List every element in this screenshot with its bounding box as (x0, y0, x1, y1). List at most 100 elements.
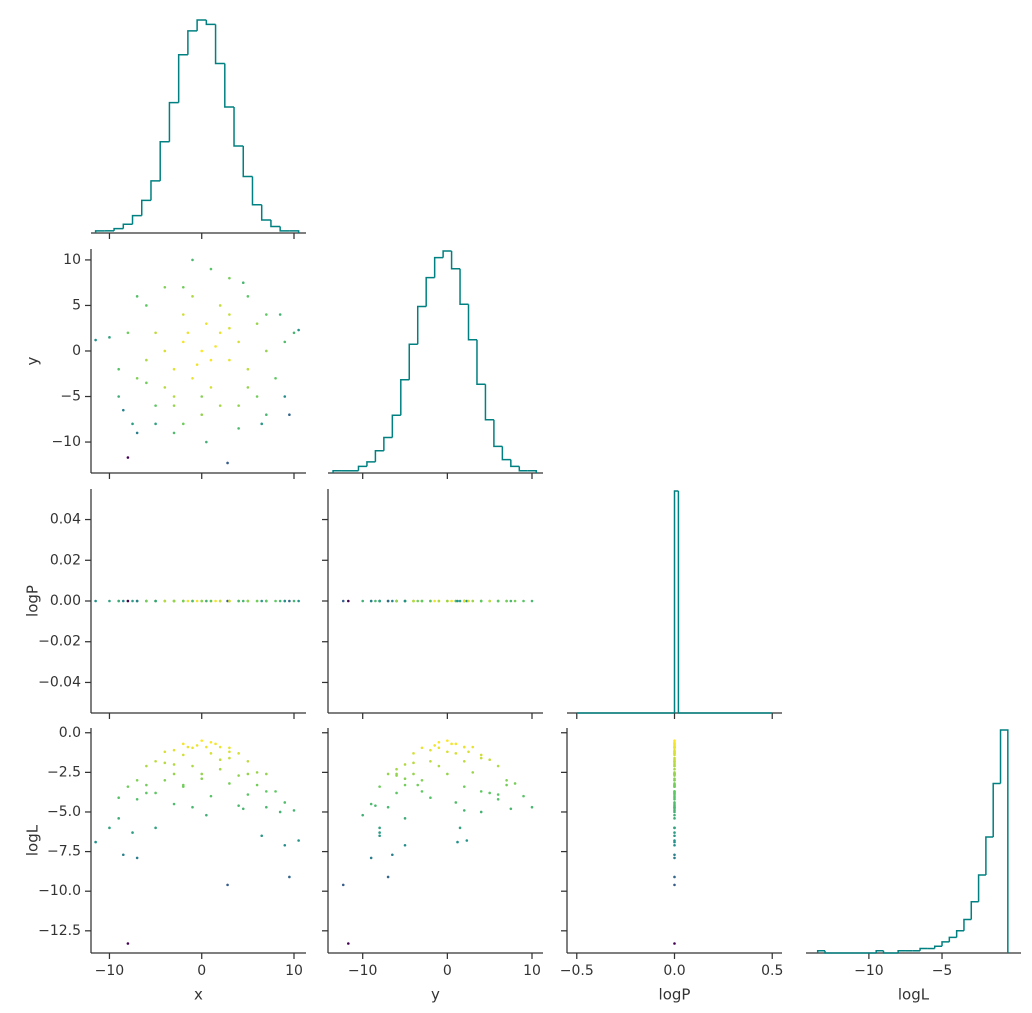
scatter-point (673, 810, 676, 814)
scatter-point (386, 875, 390, 879)
histogram-step (527, 470, 537, 473)
scatter-point (209, 267, 213, 271)
scatter-point (420, 778, 424, 782)
histogram-step (224, 63, 235, 108)
histogram-step (289, 230, 300, 233)
scatter-point (488, 758, 491, 761)
histogram-step (673, 490, 679, 713)
scatter-point (237, 804, 240, 807)
scatter-point (154, 599, 157, 603)
scatter-point (145, 783, 148, 787)
histogram-step (205, 20, 216, 26)
scatter-point (456, 840, 459, 844)
scatter-point (181, 285, 185, 289)
histogram-step (260, 204, 271, 221)
scatter-point (117, 817, 120, 820)
scatter-point (209, 358, 213, 362)
scatter-point (145, 304, 148, 307)
scatter-point (437, 740, 441, 744)
scatter-point (209, 740, 213, 744)
scatter-point (479, 753, 483, 757)
scatter-point (530, 599, 534, 603)
scatter-point (186, 599, 190, 603)
scatter-point (496, 793, 500, 796)
scatter-point (126, 331, 130, 335)
scatter-point (505, 599, 508, 603)
scatter-point (209, 752, 213, 755)
scatter-point (369, 599, 373, 603)
histogram-step (332, 470, 342, 473)
scatter-point (378, 599, 381, 603)
scatter-point (195, 744, 199, 747)
x-axis-label: logP (659, 986, 691, 1004)
x-tick-label: 0 (197, 963, 206, 979)
scatter-point (117, 599, 120, 603)
scatter-point (471, 599, 475, 603)
scatter-point (283, 395, 287, 398)
x-tick-label: −10 (348, 963, 378, 979)
scatter-point (467, 750, 470, 754)
scatter-point (297, 839, 300, 842)
histogram-step (970, 900, 979, 920)
scatter-point (163, 349, 167, 353)
y-tick-label: 0.00 (50, 593, 81, 609)
scatter-point (218, 767, 222, 771)
scatter-point (191, 764, 194, 768)
scatter-point (228, 599, 231, 603)
scatter-point (237, 774, 240, 777)
histogram-step (484, 384, 494, 421)
scatter-point (403, 817, 407, 820)
scatter-point (297, 328, 300, 332)
scatter-point (181, 753, 185, 757)
scatter-point (278, 810, 282, 814)
scatter-point (420, 746, 424, 750)
y-tick-label: −0.04 (38, 674, 81, 690)
scatter-point (154, 791, 157, 795)
scatter-point (429, 599, 432, 603)
scatter-point (479, 790, 483, 793)
scatter-point (347, 599, 350, 603)
x-tick-label: 10 (285, 963, 303, 979)
scatter-point (226, 599, 229, 603)
histogram-step (408, 343, 418, 380)
scatter-point (135, 798, 139, 801)
y-tick-label: 0.02 (50, 552, 81, 568)
scatter-point (458, 826, 462, 830)
scatter-point (246, 759, 250, 763)
scatter-point (673, 853, 676, 857)
histogram-step (242, 146, 253, 178)
scatter-point (446, 739, 449, 742)
y-axis-label: y (24, 356, 42, 365)
scatter-point (205, 440, 208, 444)
scatter-point (121, 408, 125, 412)
scatter-point (145, 381, 148, 385)
scatter-point (121, 599, 125, 603)
scatter-point (135, 377, 139, 380)
scatter-point (446, 750, 449, 754)
scatter-point (163, 285, 167, 289)
scatter-point (403, 777, 407, 781)
scatter-point (395, 772, 398, 776)
scatter-point (673, 826, 676, 830)
scatter-point (673, 750, 676, 754)
histogram-step (677, 491, 773, 714)
scatter-point (191, 295, 194, 298)
scatter-point (255, 599, 259, 603)
scatter-point (288, 599, 291, 603)
scatter-point (673, 767, 676, 771)
scatter-point (265, 805, 268, 809)
scatter-point (429, 748, 432, 752)
scatter-point (378, 834, 381, 838)
scatter-point (237, 340, 240, 344)
scatter-point (241, 281, 245, 284)
scatter-point (265, 413, 268, 417)
scatter-point (429, 796, 432, 800)
histogram-step (518, 466, 528, 472)
scatter-point (386, 772, 390, 776)
scatter-point (181, 783, 185, 787)
scatter-point (117, 796, 120, 800)
y-tick-label: 0 (72, 343, 81, 359)
scatter-point (117, 367, 120, 371)
histogram-step (824, 950, 833, 954)
